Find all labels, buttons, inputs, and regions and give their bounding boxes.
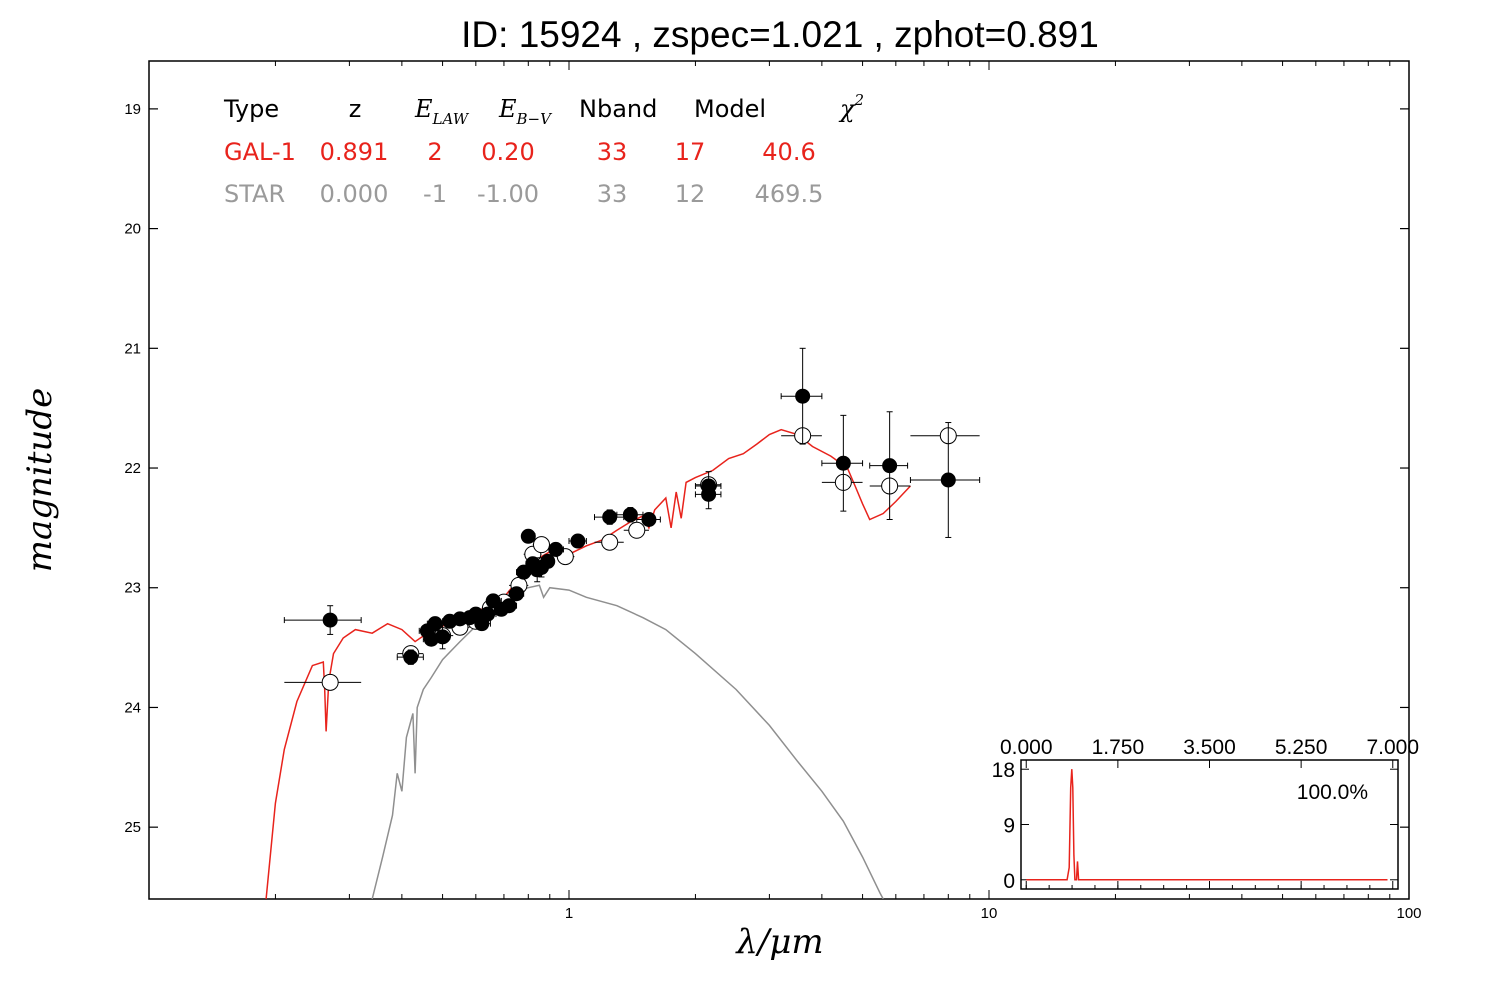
observed-point <box>480 606 496 622</box>
model-point <box>321 673 339 691</box>
table-cell: STAR <box>224 180 285 208</box>
observed-point <box>622 507 638 523</box>
observed-point <box>641 512 657 528</box>
observed-point <box>520 528 536 544</box>
table-header-6: χ2 <box>838 91 864 123</box>
observed-point <box>548 541 564 557</box>
inset-frame <box>1020 759 1399 890</box>
star-template-line <box>371 584 884 899</box>
x-tick-label: 100 <box>1396 905 1421 922</box>
observed-point <box>403 649 419 665</box>
y-tick-label: 22 <box>124 460 141 477</box>
table-cell: 0.20 <box>481 138 534 166</box>
table-cell: 2 <box>427 138 442 166</box>
galaxy-template-line <box>265 428 911 899</box>
observed-point <box>570 533 586 549</box>
observed-point <box>701 486 717 502</box>
x-tick-label: 1 <box>565 905 573 922</box>
table-cell: 33 <box>597 138 628 166</box>
observed-point <box>322 612 338 628</box>
table-header-subscript: B−V <box>516 110 554 128</box>
table-cell: 469.5 <box>755 180 824 208</box>
table-header-5: Model <box>694 95 766 123</box>
table-cell: -1 <box>423 180 447 208</box>
observed-point <box>435 629 451 645</box>
plot-frame <box>148 60 1410 900</box>
table-cell: -1.00 <box>477 180 539 208</box>
x-tick-label: 10 <box>981 905 998 922</box>
table-cell: 33 <box>597 180 628 208</box>
inset-x-tick-label: 7.000 <box>1366 736 1419 759</box>
inset-probability-label: 100.0% <box>1297 781 1368 804</box>
inset-x-tick-label: 1.750 <box>1092 736 1145 759</box>
table-header-symbol: E <box>498 95 517 123</box>
table-header-3: EB−V <box>498 95 553 128</box>
table-header-symbol: E <box>414 95 433 123</box>
observed-point <box>602 509 618 525</box>
observed-point <box>427 616 443 632</box>
table-header-superscript: 2 <box>854 91 865 109</box>
inset-pdf-line <box>1026 769 1388 881</box>
observed-point <box>795 388 811 404</box>
table-header-0: Type <box>223 95 279 123</box>
y-tick-label: 23 <box>124 580 141 597</box>
x-axis-label: λ/μm <box>736 922 824 962</box>
inset-y-tick-label: 18 <box>992 759 1015 782</box>
observed-point <box>501 598 517 614</box>
table-header-1: z <box>349 95 362 123</box>
model-point <box>628 521 646 539</box>
table-cell: 0.891 <box>320 138 389 166</box>
table-header-4: Nband <box>579 95 657 123</box>
inset-x-tick-label: 3.500 <box>1183 736 1236 759</box>
table-cell: 40.6 <box>762 138 815 166</box>
inset-y-tick-label: 9 <box>1003 815 1015 838</box>
inset-x-tick-label: 5.250 <box>1275 736 1328 759</box>
observed-point <box>940 472 956 488</box>
table-cell: 17 <box>675 138 706 166</box>
inset-y-tick-label: 0 <box>1003 870 1015 893</box>
table-header-2: ELAW <box>414 95 470 128</box>
observed-point <box>540 553 556 569</box>
table-header-symbol: χ <box>838 95 856 123</box>
y-tick-label: 24 <box>124 699 141 716</box>
model-point <box>601 533 619 551</box>
inset-x-tick-label: 0.000 <box>1000 736 1053 759</box>
y-tick-label: 19 <box>124 101 141 118</box>
table-cell: GAL-1 <box>224 138 296 166</box>
table-cell: 0.000 <box>320 180 389 208</box>
observed-point <box>882 458 898 474</box>
y-tick-label: 21 <box>124 340 141 357</box>
model-point <box>532 536 550 554</box>
observed-point <box>835 455 851 471</box>
observed-point <box>509 586 525 602</box>
table-cell: 12 <box>675 180 706 208</box>
y-tick-label: 25 <box>124 819 141 836</box>
chart-title: ID: 15924 , zspec=1.021 , zphot=0.891 <box>461 14 1099 55</box>
y-tick-label: 20 <box>124 221 141 238</box>
table-header-subscript: LAW <box>432 110 470 128</box>
